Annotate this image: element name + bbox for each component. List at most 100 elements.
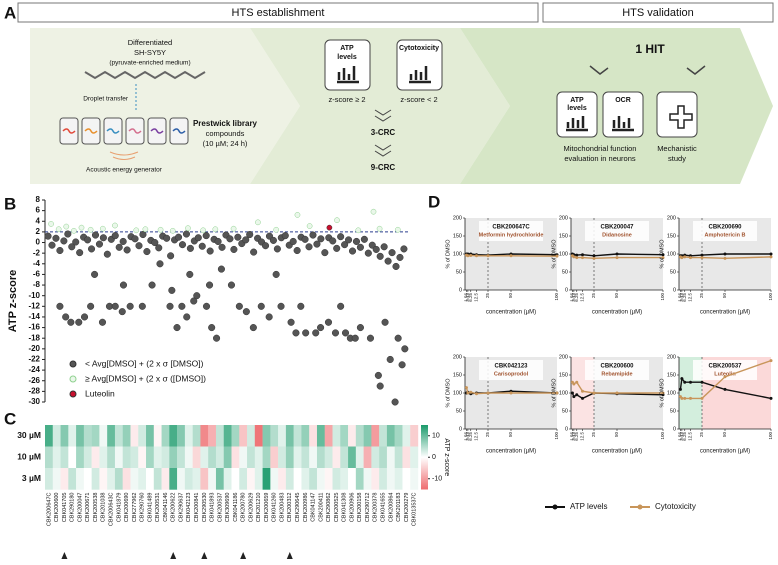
y-tick-label: -28 (28, 386, 40, 395)
x-tick-label: 12.5 (688, 432, 693, 441)
data-point (265, 313, 273, 321)
label: SH-SY5Y (134, 48, 166, 57)
x-tick-label: 25 (699, 432, 704, 438)
data-point (398, 361, 406, 369)
heat-cell (285, 446, 294, 469)
heat-cell (270, 425, 279, 447)
data-point (394, 334, 402, 342)
data-point (376, 225, 383, 232)
heat-cell (169, 446, 178, 469)
column-label: CBK041489 (147, 493, 153, 523)
y-axis-label: ATP z-score (7, 270, 19, 333)
data-point (355, 227, 362, 234)
heat-cell (60, 425, 69, 447)
heat-cell (52, 468, 61, 490)
data-point (469, 390, 473, 394)
data-point (769, 396, 773, 400)
heat-cell (138, 446, 147, 469)
data-point (292, 329, 300, 337)
header-box (17, 2, 539, 23)
column-label: CBK201210 (256, 493, 262, 523)
highlight-arrow (61, 552, 68, 559)
y-tick-label: -14 (28, 312, 40, 321)
column-label: CBK013537C (412, 492, 418, 526)
heat-cell (293, 425, 302, 447)
y-tick-label: 2 (36, 227, 41, 236)
y-tick-label: 100 (667, 251, 676, 257)
data-point (242, 236, 250, 244)
data-point (337, 233, 345, 241)
legend-marker (69, 360, 77, 368)
data-point (98, 318, 107, 326)
data-point (62, 313, 70, 321)
heat-cell (371, 468, 380, 490)
heat-cell (239, 446, 248, 469)
heat-cell (293, 468, 302, 490)
data-point (135, 242, 143, 250)
heat-cell (99, 446, 108, 469)
x-tick-label: 25 (591, 293, 596, 299)
y-tick-label: 100 (559, 251, 568, 257)
heat-cell (169, 425, 178, 447)
label: 3-CRC (371, 128, 396, 137)
heat-cell (122, 425, 131, 447)
x-axis-label: concentration (µM) (592, 310, 642, 316)
heat-cell (324, 446, 333, 469)
data-point (324, 318, 333, 326)
heat-cell (386, 425, 395, 447)
label: levels (337, 54, 357, 61)
subplot-subtitle: Carisoprodol (494, 371, 529, 377)
y-tick-label: 200 (559, 215, 568, 221)
data-point (683, 380, 687, 384)
heat-cell (99, 425, 108, 447)
data-point (509, 254, 513, 258)
heat-cell (247, 446, 256, 469)
y-tick-label: -30 (28, 397, 40, 406)
data-point (294, 212, 301, 218)
x-tick-label: 1.56 (570, 432, 575, 441)
heat-cell (231, 468, 240, 490)
column-label: CBK200690 (124, 493, 130, 523)
column-label: CBK200312 (287, 493, 293, 523)
heat-cell (332, 425, 341, 447)
heat-cell (309, 468, 318, 490)
subplot-subtitle: Didanosine (602, 232, 632, 238)
data-point (352, 237, 361, 246)
data-point (178, 241, 187, 249)
colorbar-tick-label: 0 (432, 454, 436, 461)
x-tick-label: 3.13 (679, 293, 684, 302)
heat-cell (348, 446, 357, 469)
x-tick-label: 1.56 (464, 293, 469, 302)
heat-cell (309, 446, 318, 469)
data-point (80, 313, 89, 321)
heat-cell (348, 425, 357, 447)
data-point (234, 233, 242, 241)
y-axis-label: % of DMSO (551, 239, 557, 269)
heat-cell (83, 468, 92, 490)
data-point (78, 224, 85, 231)
data-point (167, 252, 175, 260)
icon (337, 66, 431, 84)
heat-cell (402, 468, 411, 490)
x-tick-label: 12.5 (580, 432, 585, 441)
column-label: CBK200622 (171, 493, 177, 523)
y-axis-label: % of DMSO (659, 378, 665, 408)
y-tick-label: 4 (36, 216, 41, 225)
y-tick-label: 200 (667, 215, 676, 221)
y-axis-label: % of DMSO (445, 378, 451, 408)
heat-cell (130, 425, 139, 447)
column-label: CBK309690 (225, 493, 231, 523)
heat-cell (122, 446, 131, 469)
heat-cell (301, 425, 310, 447)
x-tick-label: 12.5 (688, 293, 693, 302)
data-point (341, 241, 349, 249)
heat-cell (45, 425, 53, 447)
data-point (356, 324, 364, 332)
box (396, 39, 443, 91)
data-point (157, 226, 164, 233)
legend-marker (637, 504, 643, 510)
heat-cell (177, 425, 186, 447)
heat-cell (192, 446, 201, 469)
data-point (289, 237, 297, 246)
